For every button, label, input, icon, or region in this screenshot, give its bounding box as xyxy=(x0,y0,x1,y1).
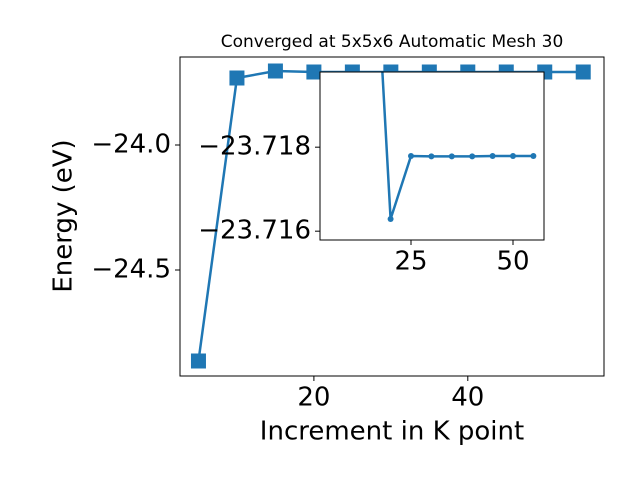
marker xyxy=(448,153,455,160)
chart-title: Converged at 5x5x6 Automatic Mesh 30 xyxy=(221,32,564,52)
marker xyxy=(407,153,414,159)
marker xyxy=(267,63,283,79)
x-tick-label: 40 xyxy=(451,383,484,413)
y-tick-label: −23.716 xyxy=(198,216,311,246)
marker xyxy=(469,153,476,160)
marker xyxy=(229,70,245,86)
y-tick-label: −24.0 xyxy=(91,130,171,160)
axes-frame xyxy=(319,71,545,241)
marker xyxy=(387,216,394,222)
y-axis-label: Energy (eV) xyxy=(49,139,79,292)
x-tick-label: 50 xyxy=(496,247,529,277)
y-tick-label: −23.718 xyxy=(198,132,311,162)
marker xyxy=(489,153,496,159)
marker xyxy=(509,153,516,159)
marker xyxy=(190,353,206,369)
marker xyxy=(306,64,322,80)
x-tick-label: 25 xyxy=(394,247,427,277)
marker xyxy=(428,153,435,160)
x-axis-label: Increment in K point xyxy=(260,417,524,447)
marker xyxy=(530,153,537,159)
x-tick-label: 20 xyxy=(297,383,330,413)
plot-content xyxy=(381,72,537,222)
marker xyxy=(575,64,591,80)
axes-frame xyxy=(179,56,605,377)
y-tick-label: −24.5 xyxy=(91,255,171,285)
